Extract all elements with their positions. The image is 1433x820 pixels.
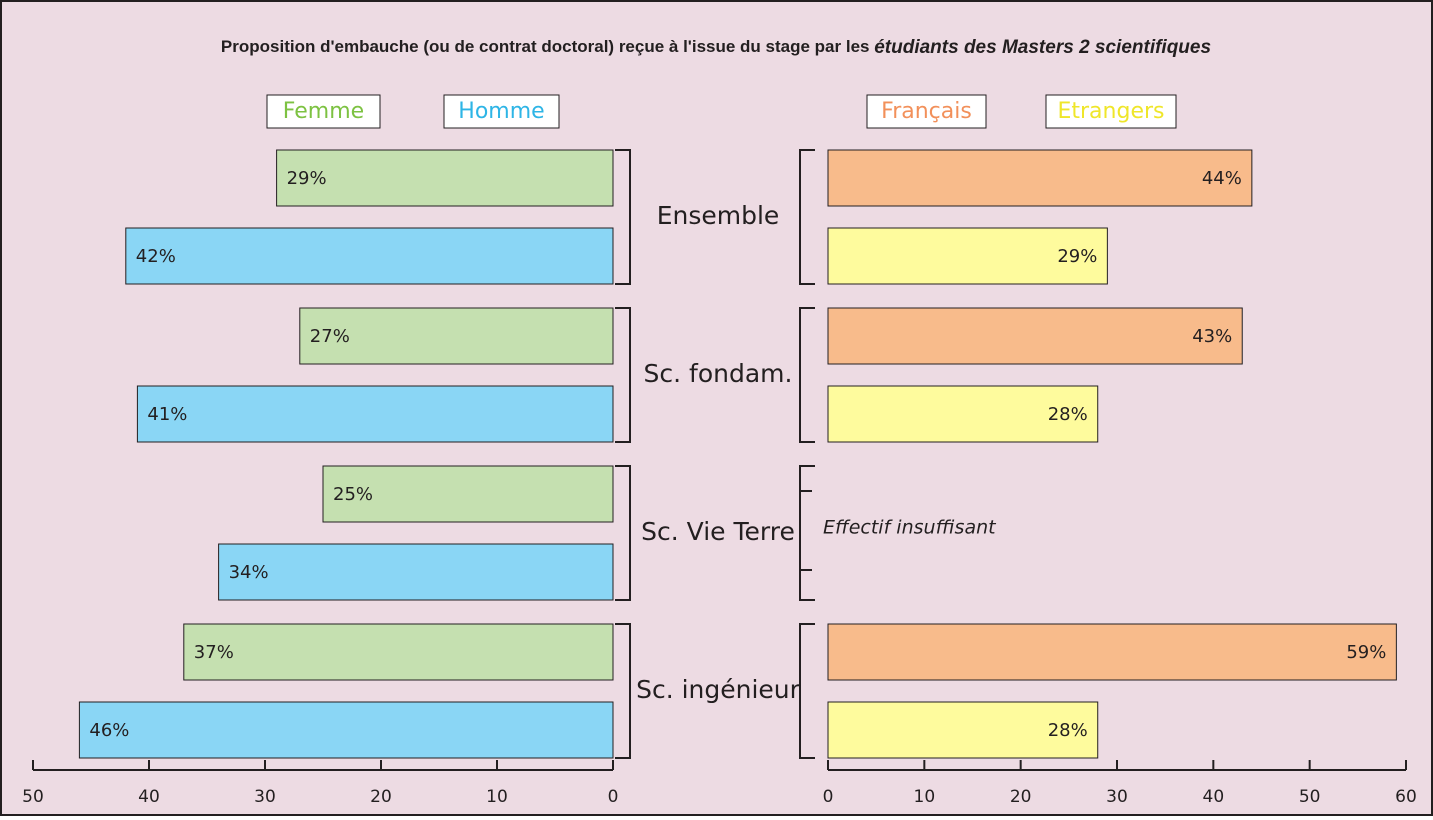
value-label: 28% (1048, 720, 1088, 741)
bar (827, 623, 1397, 681)
x-tick-label: 0 (608, 787, 619, 807)
bar (827, 307, 1243, 365)
category-label: Sc. fondam. (644, 359, 793, 388)
title-main: Proposition d'embauche (ou de contrat do… (221, 37, 870, 56)
bar (276, 149, 614, 207)
legend-label: Français (881, 99, 972, 124)
bracket (799, 465, 815, 601)
value-label: 34% (229, 562, 269, 583)
x-tick-label: 30 (254, 787, 276, 807)
x-tick-label: 20 (370, 787, 392, 807)
bar (299, 307, 614, 365)
category-label: Ensemble (657, 201, 780, 230)
category-label: Sc. ingénieur (636, 675, 801, 704)
value-label: 44% (1202, 168, 1242, 189)
bar (218, 543, 614, 601)
bracket (615, 623, 631, 759)
x-tick-label: 50 (22, 787, 44, 807)
legend-label: Etrangers (1057, 99, 1164, 124)
value-label: 43% (1192, 326, 1232, 347)
category-label: Sc. Vie Terre (641, 517, 795, 546)
bracket (615, 465, 631, 601)
chart-title: Proposition d'embauche (ou de contrat do… (221, 37, 1211, 58)
legend-label: Homme (458, 99, 544, 124)
bar (827, 149, 1253, 207)
bracket (615, 149, 631, 285)
value-label: 42% (136, 246, 176, 267)
value-label: 28% (1048, 404, 1088, 425)
x-tick-label: 0 (823, 787, 834, 807)
bar (827, 227, 1108, 285)
bar (78, 701, 614, 759)
x-tick-label: 60 (1395, 787, 1417, 807)
annotation: Effectif insuffisant (823, 517, 997, 539)
bracket (799, 149, 815, 285)
x-tick-label: 50 (1299, 787, 1321, 807)
bar (322, 465, 614, 523)
value-label: 25% (333, 484, 373, 505)
title-emphasis: étudiants des Masters 2 scientifiques (874, 37, 1211, 58)
legend-box (1045, 94, 1177, 129)
legend-box (266, 94, 381, 129)
legend-label: Femme (283, 99, 364, 124)
bar (827, 701, 1099, 759)
x-tick-label: 20 (1010, 787, 1032, 807)
value-label: 29% (1057, 246, 1097, 267)
x-tick-label: 40 (1203, 787, 1225, 807)
bar (136, 385, 614, 443)
bracket (799, 307, 815, 443)
x-tick-label: 30 (1106, 787, 1128, 807)
bar (827, 385, 1099, 443)
value-label: 46% (89, 720, 129, 741)
x-tick-label: 40 (138, 787, 160, 807)
value-label: 41% (147, 404, 187, 425)
value-label: 29% (287, 168, 327, 189)
legend-box (866, 94, 987, 129)
x-tick-label: 10 (486, 787, 508, 807)
legend-box (443, 94, 560, 129)
bracket (615, 307, 631, 443)
x-tick-label: 10 (914, 787, 936, 807)
value-label: 59% (1346, 642, 1386, 663)
bar (125, 227, 614, 285)
bar (183, 623, 614, 681)
bracket (799, 623, 815, 759)
value-label: 37% (194, 642, 234, 663)
value-label: 27% (310, 326, 350, 347)
